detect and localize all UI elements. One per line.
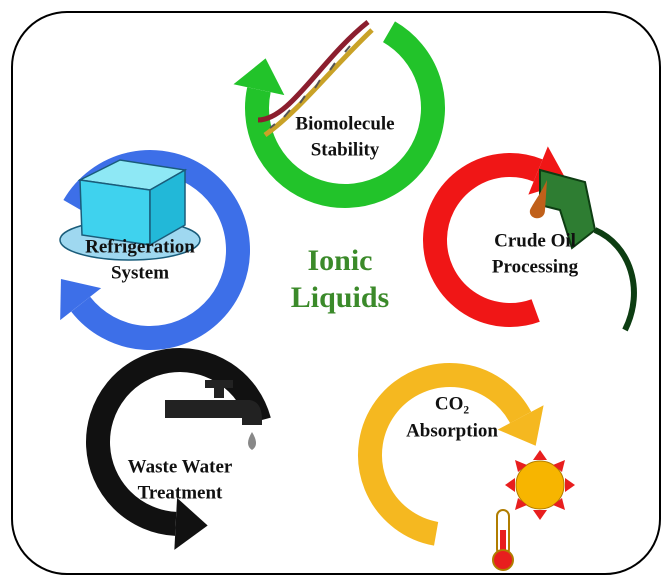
- thermometer-icon: [493, 510, 513, 570]
- node-label: Processing: [492, 256, 579, 277]
- node-label: Crude Oil: [494, 230, 576, 251]
- node-label: Absorption: [406, 420, 498, 441]
- node-label: Waste Water: [128, 456, 233, 477]
- node-label: Treatment: [138, 482, 223, 503]
- node-label: Stability: [311, 139, 380, 160]
- node-label: System: [111, 262, 169, 283]
- sun-icon: [505, 450, 575, 520]
- center-label: Liquids: [291, 281, 389, 314]
- node-label: Biomolecule: [295, 113, 394, 134]
- node-label: Refrigeration: [85, 236, 195, 257]
- diagram: Ionic Liquids Biomolecule Stability Crud…: [0, 0, 672, 586]
- center-label: Ionic: [307, 244, 372, 277]
- node-label: CO₂: [435, 393, 470, 414]
